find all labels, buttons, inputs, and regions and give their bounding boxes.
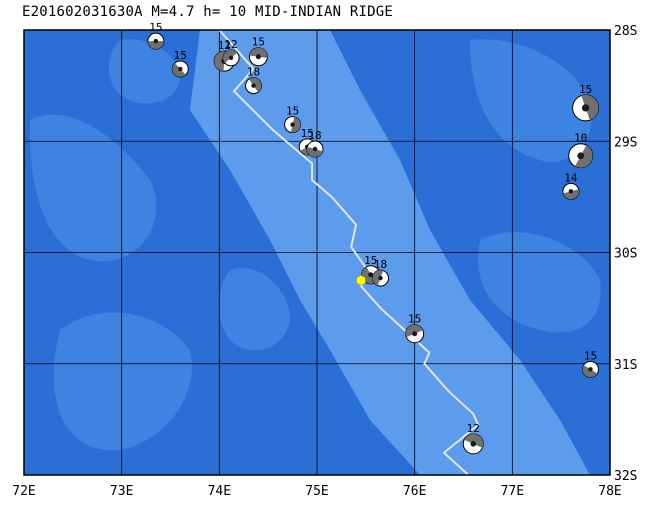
longitude-ticks: 72E 73E 74E 75E 76E 77E 78E	[12, 484, 621, 499]
depth-label: 15	[579, 83, 592, 96]
beachball-center	[255, 54, 261, 60]
focal-mechanism: 15	[581, 349, 599, 378]
beachball-center	[470, 441, 477, 447]
beachball-center	[312, 146, 318, 152]
compressional-quadrant	[147, 41, 164, 50]
focal-mechanism: 15	[248, 36, 268, 67]
focal-mechanism: 18	[245, 66, 263, 95]
depth-label: 15	[584, 349, 597, 362]
compressional-quadrant	[563, 189, 579, 200]
compressional-quadrant	[290, 116, 301, 133]
focal-mechanism: 12	[462, 422, 484, 455]
event-epicenter-marker	[356, 274, 366, 286]
focal-mechanism: 15	[147, 21, 165, 50]
compressional-quadrant	[464, 433, 484, 448]
latitude-tick-label: 31S	[614, 358, 637, 373]
longitude-tick-label: 77E	[501, 484, 524, 499]
shallow-patch	[470, 39, 592, 162]
depth-label: 15	[301, 127, 314, 140]
focal-mechanism: 15	[572, 83, 600, 122]
depth-label: 14	[564, 171, 578, 184]
longitude-tick-label: 75E	[305, 484, 328, 499]
focal-mechanism: 12	[222, 38, 240, 67]
focal-mechanism: 18	[306, 129, 324, 158]
depth-label: 12	[218, 39, 231, 52]
beachball-center	[228, 55, 234, 61]
latitude-tick-label: 32S	[614, 469, 637, 484]
focal-mechanism: 15	[284, 105, 302, 134]
shallow-patch	[218, 268, 290, 351]
shallow-patch	[29, 114, 157, 262]
focal-mechanism: 10	[568, 132, 594, 169]
compressional-quadrant	[249, 47, 268, 58]
longitude-tick-label: 76E	[403, 484, 426, 499]
beachball-center	[178, 66, 183, 72]
depth-label: 18	[374, 258, 387, 271]
focal-mechanism: 18	[371, 258, 389, 287]
compressional-quadrant	[372, 270, 384, 286]
map-frame	[23, 29, 611, 476]
depth-label: 15	[408, 313, 421, 326]
focal-mechanism: 14	[562, 171, 580, 200]
latitude-tick-label: 29S	[614, 135, 637, 150]
depth-label: 15	[149, 21, 162, 34]
beachball-center	[368, 272, 374, 278]
longitude-tick-label: 72E	[12, 484, 35, 499]
depth-label: 15	[174, 49, 187, 62]
beachball-center	[153, 38, 159, 44]
compressional-quadrant	[405, 324, 423, 338]
beachball-center	[290, 122, 295, 127]
focal-mechanism: 15	[171, 49, 189, 78]
shallow-patch	[108, 39, 180, 104]
depth-label: 18	[247, 66, 260, 79]
shallow-patch	[53, 312, 192, 451]
beachball-center	[251, 83, 256, 88]
depth-label: 10	[574, 132, 587, 145]
compressional-quadrant	[214, 51, 225, 72]
latitude-ticks: 28S 29S 30S 31S 32S	[614, 24, 637, 484]
compressional-quadrant	[307, 146, 323, 158]
beachball-center	[577, 152, 585, 160]
depth-label: 15	[364, 254, 377, 267]
focal-mechanism: 15	[405, 313, 425, 344]
depth-label: 15	[286, 105, 299, 118]
latitude-tick-label: 28S	[614, 24, 637, 39]
compressional-quadrant	[581, 94, 599, 121]
longitude-tick-label: 78E	[598, 484, 621, 499]
beachball-center	[588, 367, 593, 372]
beachball-center	[412, 331, 418, 337]
depth-label: 12	[224, 38, 237, 51]
beachball-center	[581, 104, 590, 112]
longitude-tick-label: 74E	[208, 484, 231, 499]
longitude-tick-label: 73E	[110, 484, 133, 499]
shallow-patch	[478, 232, 601, 333]
latitude-tick-label: 30S	[614, 247, 637, 262]
depth-label: 12	[467, 422, 480, 435]
map-title: E201602031630A M=4.7 h= 10 MID-INDIAN RI…	[22, 4, 394, 20]
depth-label: 18	[308, 129, 321, 142]
beachball-center	[378, 275, 383, 281]
beachball-center	[568, 189, 574, 194]
depth-label: 15	[252, 36, 265, 49]
